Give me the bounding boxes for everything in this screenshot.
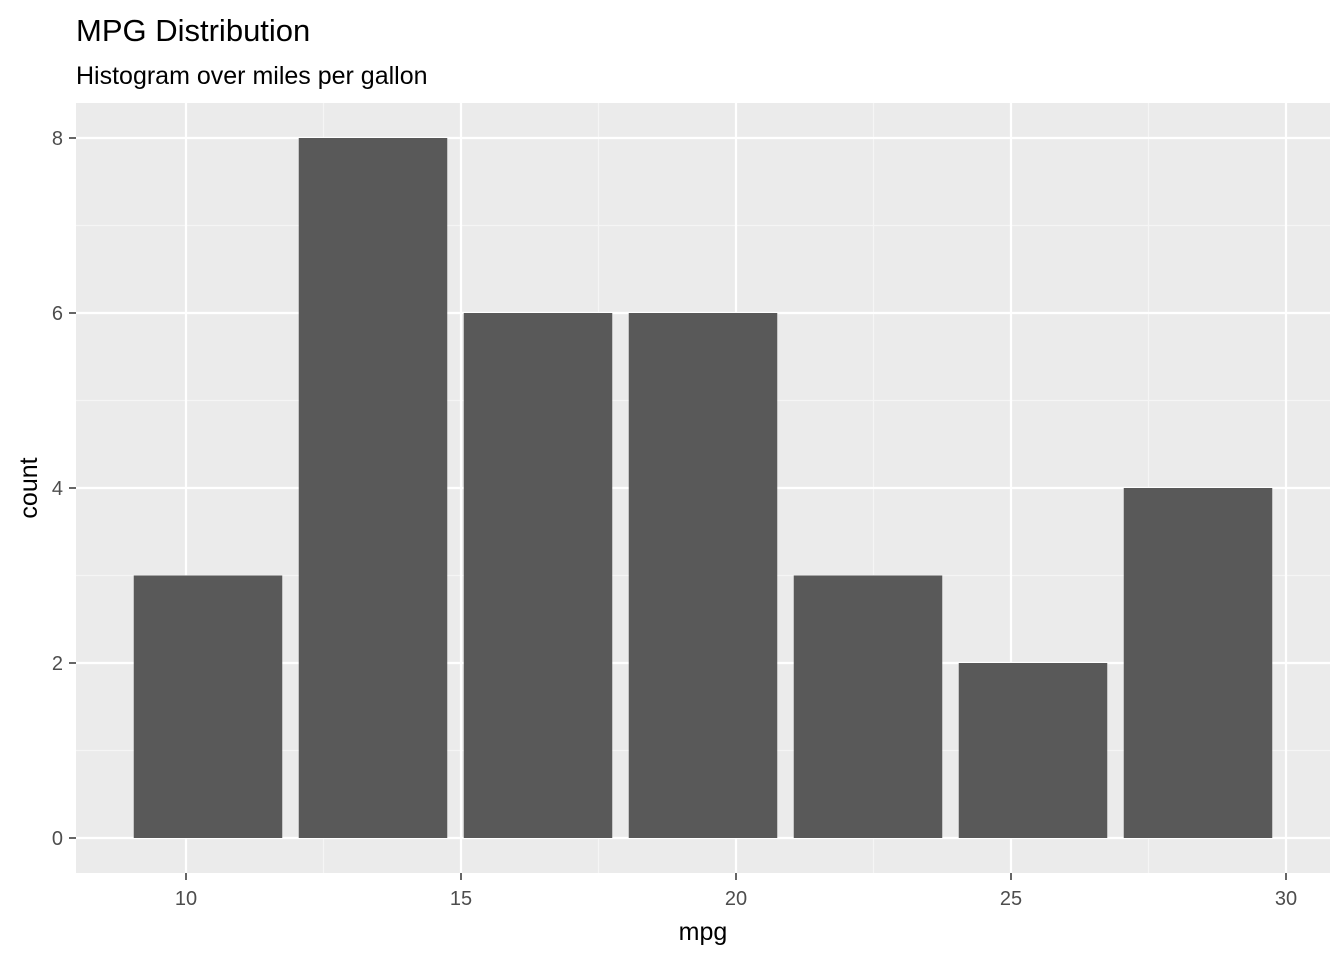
x-tick-label: 15 (450, 888, 472, 910)
chart-subtitle: Histogram over miles per gallon (76, 62, 428, 90)
x-axis-title: mpg (679, 918, 728, 946)
histogram-bar (958, 663, 1108, 838)
histogram-bar (298, 138, 448, 838)
y-tick-label: 4 (52, 478, 63, 500)
x-tick-label: 25 (1000, 888, 1022, 910)
y-tick-label: 0 (52, 828, 63, 850)
y-tick-label: 2 (52, 653, 63, 675)
bars (133, 138, 1273, 838)
histogram-bar (1123, 488, 1273, 838)
y-tick-label: 8 (52, 128, 63, 150)
x-axis-ticks: 10 15 20 25 30 (175, 873, 1297, 910)
histogram-bar (133, 575, 283, 838)
histogram-bar (463, 313, 613, 838)
chart-title: MPG Distribution (76, 13, 310, 48)
y-tick-label: 6 (52, 303, 63, 325)
x-tick-label: 30 (1275, 888, 1297, 910)
y-axis-ticks: 0 2 4 6 8 (52, 128, 76, 850)
x-tick-label: 10 (175, 888, 197, 910)
histogram-bar (793, 575, 943, 838)
histogram-bar (628, 313, 778, 838)
y-axis-title: count (15, 457, 43, 518)
x-tick-label: 20 (725, 888, 747, 910)
